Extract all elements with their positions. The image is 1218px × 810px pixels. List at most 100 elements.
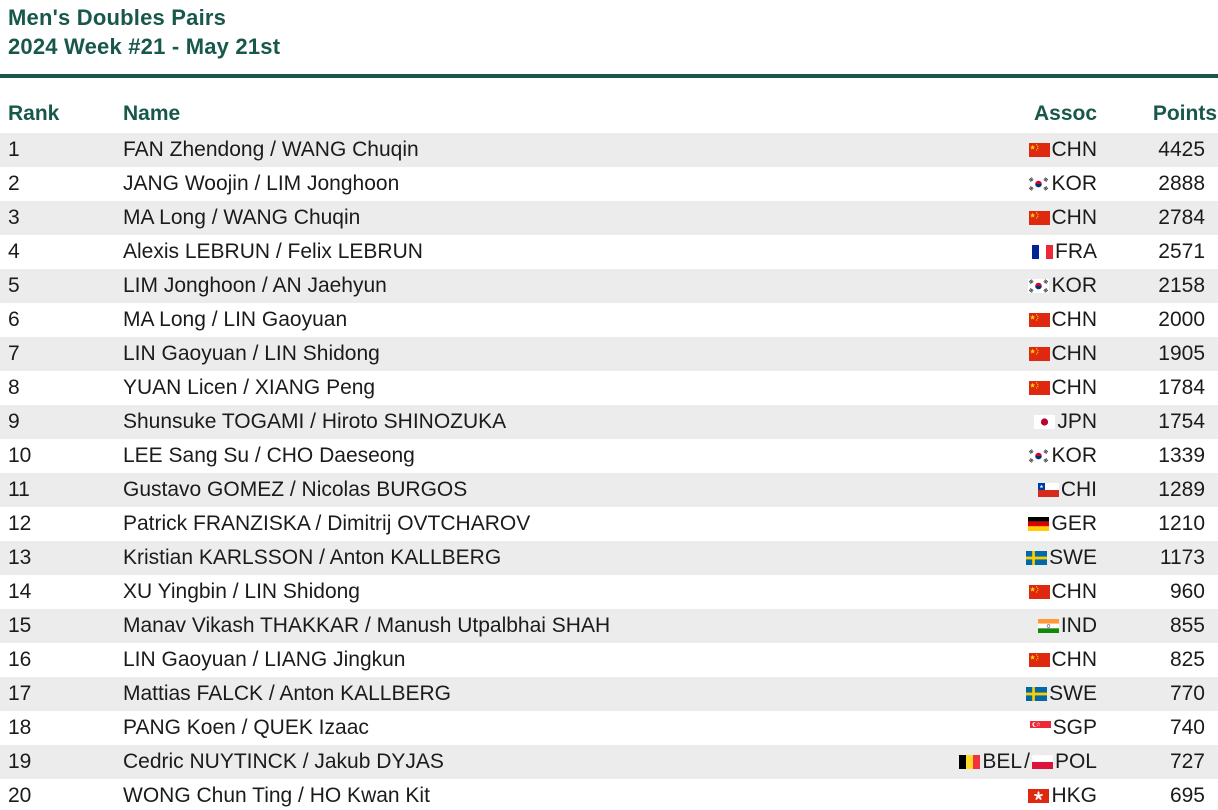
assoc-code: CHN xyxy=(1051,308,1098,331)
table-row: 9 Shunsuke TOGAMI / Hiroto SHINOZUKA JPN 17… xyxy=(0,405,1218,439)
pol-flag-icon xyxy=(1031,755,1053,769)
rank-cell: 11 xyxy=(8,478,30,501)
column-header-name: Name xyxy=(123,102,181,125)
sgp-flag-icon xyxy=(1029,721,1051,735)
table-row: 16 LIN Gaoyuan / LIANG Jingkun CHN 825 xyxy=(0,643,1218,677)
rank-cell: 18 xyxy=(8,716,32,739)
pair-name-cell: Mattias FALCK / Anton KALLBERG xyxy=(123,682,451,705)
assoc-code: KOR xyxy=(1051,274,1097,297)
assoc-cell: CHN xyxy=(907,648,1097,672)
assoc-separator: / xyxy=(1024,750,1030,773)
rank-cell: 12 xyxy=(8,512,32,535)
assoc-code: POL xyxy=(1054,750,1097,773)
rank-cell: 5 xyxy=(8,274,20,297)
chn-flag-icon xyxy=(1028,653,1050,667)
assoc-cell: HKG xyxy=(907,784,1097,808)
pair-name-cell: Patrick FRANZISKA / Dimitrij OVTCHAROV xyxy=(123,512,531,535)
points-cell: 770 xyxy=(1169,682,1205,705)
assoc-cell: IND xyxy=(907,614,1097,638)
assoc-code: JPN xyxy=(1057,410,1097,433)
assoc-cell: CHN xyxy=(907,308,1097,332)
assoc-code: CHN xyxy=(1051,648,1098,671)
rank-cell: 1 xyxy=(8,138,20,161)
pair-name-cell: Manav Vikash THAKKAR / Manush Utpalbhai … xyxy=(123,614,611,637)
fra-flag-icon xyxy=(1032,245,1053,259)
assoc-cell: CHN xyxy=(907,206,1097,230)
table-row: 2 JANG Woojin / LIM Jonghoon KOR 2888 xyxy=(0,167,1218,201)
pair-name-cell: Shunsuke TOGAMI / Hiroto SHINOZUKA xyxy=(123,410,507,433)
points-cell: 4425 xyxy=(1158,138,1205,161)
header-divider-rule xyxy=(0,74,1218,78)
chi-flag-icon xyxy=(1037,483,1059,497)
assoc-cell: KOR xyxy=(907,172,1097,196)
table-row: 12 Patrick FRANZISKA / Dimitrij OVTCHAROV… xyxy=(0,507,1218,541)
assoc-cell: KOR xyxy=(907,444,1097,468)
assoc-code: SWE xyxy=(1049,546,1097,569)
assoc-cell: CHI xyxy=(907,478,1097,502)
table-header-row: Rank Name Assoc Points xyxy=(0,78,1218,133)
assoc-cell: CHN xyxy=(907,580,1097,604)
assoc-code: KOR xyxy=(1051,444,1097,467)
assoc-code: CHI xyxy=(1060,478,1097,501)
assoc-code: GER xyxy=(1051,512,1097,535)
assoc-cell: GER xyxy=(907,512,1097,536)
pair-name-cell: JANG Woojin / LIM Jonghoon xyxy=(123,172,400,195)
rank-cell: 15 xyxy=(8,614,32,637)
points-cell: 1210 xyxy=(1158,512,1205,535)
table-row: 17 Mattias FALCK / Anton KALLBERG SWE 770 xyxy=(0,677,1218,711)
assoc-code: IND xyxy=(1060,614,1097,637)
table-row: 19 Cedric NUYTINCK / Jakub DYJAS BEL/ POL 72… xyxy=(0,745,1218,779)
assoc-cell: JPN xyxy=(907,410,1097,434)
rank-cell: 16 xyxy=(8,648,32,671)
points-cell: 1339 xyxy=(1158,444,1205,467)
pair-name-cell: FAN Zhendong / WANG Chuqin xyxy=(123,138,419,161)
assoc-code: HKG xyxy=(1051,784,1097,807)
table-row: 14 XU Yingbin / LIN Shidong CHN 960 xyxy=(0,575,1218,609)
table-row: 3 MA Long / WANG Chuqin CHN 2784 xyxy=(0,201,1218,235)
rank-cell: 17 xyxy=(8,682,32,705)
table-row: 7 LIN Gaoyuan / LIN Shidong CHN 1905 xyxy=(0,337,1218,371)
assoc-code: CHN xyxy=(1051,376,1098,399)
assoc-cell: CHN xyxy=(907,342,1097,366)
pair-name-cell: Alexis LEBRUN / Felix LEBRUN xyxy=(123,240,423,263)
assoc-code: CHN xyxy=(1051,580,1098,603)
assoc-code: SGP xyxy=(1052,716,1097,739)
assoc-code: CHN xyxy=(1051,138,1098,161)
table-row: 18 PANG Koen / QUEK Izaac SGP 740 xyxy=(0,711,1218,745)
rank-cell: 10 xyxy=(8,444,32,467)
rankings-table-body: 1 FAN Zhendong / WANG Chuqin CHN 4425 2 JANG … xyxy=(0,133,1218,810)
table-row: 5 LIM Jonghoon / AN Jaehyun KOR 2158 xyxy=(0,269,1218,303)
column-header-points: Points xyxy=(1152,102,1217,125)
column-header-rank: Rank xyxy=(8,102,60,125)
rank-cell: 6 xyxy=(8,308,20,331)
jpn-flag-icon xyxy=(1034,415,1056,429)
points-cell: 825 xyxy=(1169,648,1205,671)
rank-cell: 13 xyxy=(8,546,32,569)
kor-flag-icon xyxy=(1028,449,1050,463)
pair-name-cell: YUAN Licen / XIANG Peng xyxy=(123,376,376,399)
table-row: 15 Manav Vikash THAKKAR / Manush Utpalbha… xyxy=(0,609,1218,643)
table-row: 1 FAN Zhendong / WANG Chuqin CHN 4425 xyxy=(0,133,1218,167)
rank-cell: 4 xyxy=(8,240,20,263)
pair-name-cell: Cedric NUYTINCK / Jakub DYJAS xyxy=(123,750,444,773)
points-cell: 695 xyxy=(1169,784,1205,807)
assoc-cell: SWE xyxy=(907,682,1097,706)
page-title: Men's Doubles Pairs 2024 Week #21 - May … xyxy=(0,0,1218,61)
chn-flag-icon xyxy=(1028,313,1050,327)
table-row: 13 Kristian KARLSSON / Anton KALLBERG SWE 1… xyxy=(0,541,1218,575)
points-cell: 2784 xyxy=(1158,206,1205,229)
assoc-code: FRA xyxy=(1055,240,1097,263)
assoc-cell: SWE xyxy=(907,546,1097,570)
assoc-code: SWE xyxy=(1049,682,1097,705)
assoc-code: CHN xyxy=(1051,206,1098,229)
points-cell: 855 xyxy=(1169,614,1205,637)
rank-cell: 2 xyxy=(8,172,20,195)
rank-cell: 7 xyxy=(8,342,20,365)
assoc-cell: CHN xyxy=(907,376,1097,400)
chn-flag-icon xyxy=(1028,143,1050,157)
bel-flag-icon xyxy=(959,755,981,769)
points-cell: 2000 xyxy=(1158,308,1205,331)
pair-name-cell: LIN Gaoyuan / LIANG Jingkun xyxy=(123,648,406,671)
swe-flag-icon xyxy=(1026,687,1048,701)
